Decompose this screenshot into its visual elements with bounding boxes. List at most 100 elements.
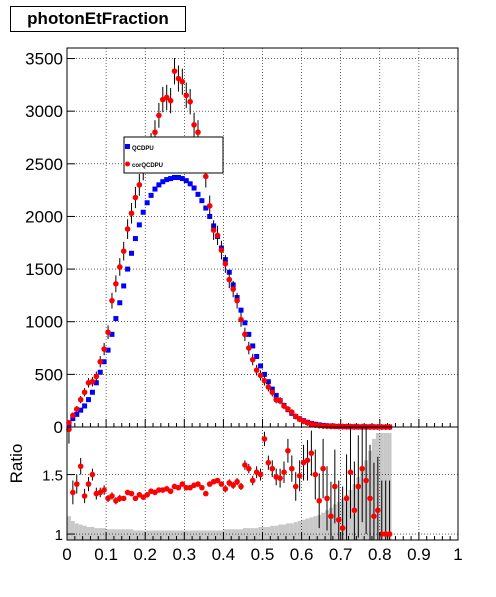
- ratio-point: [167, 488, 174, 495]
- point-corQCDPU: [105, 329, 111, 336]
- ratio-point: [85, 481, 92, 487]
- point-QCDPU: [136, 222, 142, 228]
- ratio-x-tick-label: 0.9: [407, 545, 431, 564]
- top-panel: 0 500 1000 1500 2000 2500 3000 3500: [25, 47, 459, 437]
- point-corQCDPU: [214, 232, 221, 239]
- point-QCDPU: [242, 320, 248, 326]
- ratio-band: [309, 517, 314, 540]
- ratio-point: [199, 484, 205, 491]
- ratio-x-tick-label: 0.6: [290, 545, 314, 564]
- point-QCDPU: [203, 205, 209, 211]
- ratio-point: [277, 475, 283, 481]
- ratio-point: [261, 436, 268, 442]
- ratio-band: [203, 530, 208, 540]
- ratio-band: [74, 523, 79, 540]
- ratio-y-axis-label: Ratio: [7, 444, 26, 484]
- ratio-point: [234, 478, 240, 485]
- ratio-band: [305, 518, 310, 540]
- point-QCDPU: [258, 363, 264, 369]
- point-QCDPU: [97, 369, 103, 375]
- point-corQCDPU: [163, 94, 170, 101]
- ratio-point: [183, 484, 190, 491]
- ratio-point: [242, 462, 248, 468]
- ratio-band: [141, 530, 146, 540]
- ratio-band: [82, 525, 87, 540]
- point-corQCDPU: [324, 423, 330, 429]
- point-corQCDPU: [171, 68, 178, 74]
- point-corQCDPU: [116, 264, 123, 270]
- legend-marker: [125, 161, 130, 167]
- ratio-band: [207, 530, 212, 540]
- ratio-band: [293, 522, 298, 540]
- ratio-point: [179, 481, 186, 487]
- ratio-point: [218, 481, 225, 487]
- ratio-band: [172, 530, 177, 540]
- point-corQCDPU: [281, 403, 287, 409]
- ratio-point: [347, 469, 354, 476]
- ratio-y-tick-label: 1: [55, 527, 63, 544]
- point-corQCDPU: [285, 406, 291, 412]
- point-corQCDPU: [289, 409, 295, 416]
- ratio-point: [359, 465, 366, 472]
- ratio-x-tick-label: 0.3: [172, 545, 196, 564]
- ratio-point: [328, 513, 334, 520]
- ratio-y-tick-label: 1.5: [42, 468, 63, 485]
- point-corQCDPU: [183, 92, 190, 99]
- ratio-point: [324, 495, 330, 502]
- point-corQCDPU: [257, 372, 264, 379]
- ratio-band: [86, 526, 91, 540]
- point-corQCDPU: [77, 396, 84, 403]
- point-QCDPU: [261, 371, 267, 377]
- point-QCDPU: [113, 316, 119, 322]
- point-corQCDPU: [328, 423, 334, 430]
- point-corQCDPU: [167, 97, 174, 104]
- ratio-point: [66, 426, 72, 433]
- point-corQCDPU: [179, 78, 186, 85]
- ratio-band: [137, 530, 142, 540]
- point-corQCDPU: [238, 316, 244, 323]
- ratio-point: [382, 531, 389, 537]
- ratio-band: [285, 523, 290, 540]
- ratio-band: [94, 528, 99, 540]
- ratio-band: [258, 526, 263, 540]
- ratio-band: [67, 516, 71, 540]
- ratio-point: [363, 477, 369, 484]
- ratio-band: [301, 519, 306, 540]
- point-corQCDPU: [332, 423, 338, 430]
- point-QCDPU: [191, 185, 197, 191]
- top-y-tick-label: 0: [54, 418, 63, 437]
- point-corQCDPU: [261, 377, 268, 384]
- point-QCDPU: [78, 407, 84, 413]
- ratio-point: [285, 447, 291, 454]
- legend: QCDPU corQCDPU: [123, 136, 224, 174]
- point-corQCDPU: [124, 226, 131, 232]
- top-y-tick-label: 2000: [25, 207, 63, 226]
- ratio-point: [269, 465, 276, 472]
- ratio-band: [133, 530, 138, 540]
- ratio-point: [304, 457, 311, 464]
- ratio-band: [188, 530, 193, 540]
- ratio-band: [219, 530, 224, 540]
- point-QCDPU: [101, 359, 107, 365]
- ratio-point: [101, 487, 107, 493]
- ratio-point: [203, 490, 209, 497]
- point-corQCDPU: [265, 384, 272, 390]
- ratio-x-tick-label: 0: [62, 545, 71, 564]
- ratio-band: [192, 530, 197, 540]
- point-corQCDPU: [175, 75, 182, 82]
- ratio-band: [156, 530, 161, 540]
- chart-title: photonEtFraction: [27, 9, 169, 28]
- point-corQCDPU: [195, 129, 201, 136]
- point-QCDPU: [179, 176, 185, 182]
- point-corQCDPU: [101, 346, 107, 352]
- ratio-band: [168, 530, 173, 540]
- point-corQCDPU: [128, 210, 135, 217]
- ratio-band: [153, 530, 157, 540]
- top-y-tick-label: 500: [35, 365, 63, 384]
- point-corQCDPU: [206, 203, 213, 209]
- point-corQCDPU: [109, 297, 115, 304]
- point-QCDPU: [93, 380, 99, 386]
- ratio-x-tick-label: 0.4: [212, 545, 236, 564]
- ratio-band: [117, 529, 122, 540]
